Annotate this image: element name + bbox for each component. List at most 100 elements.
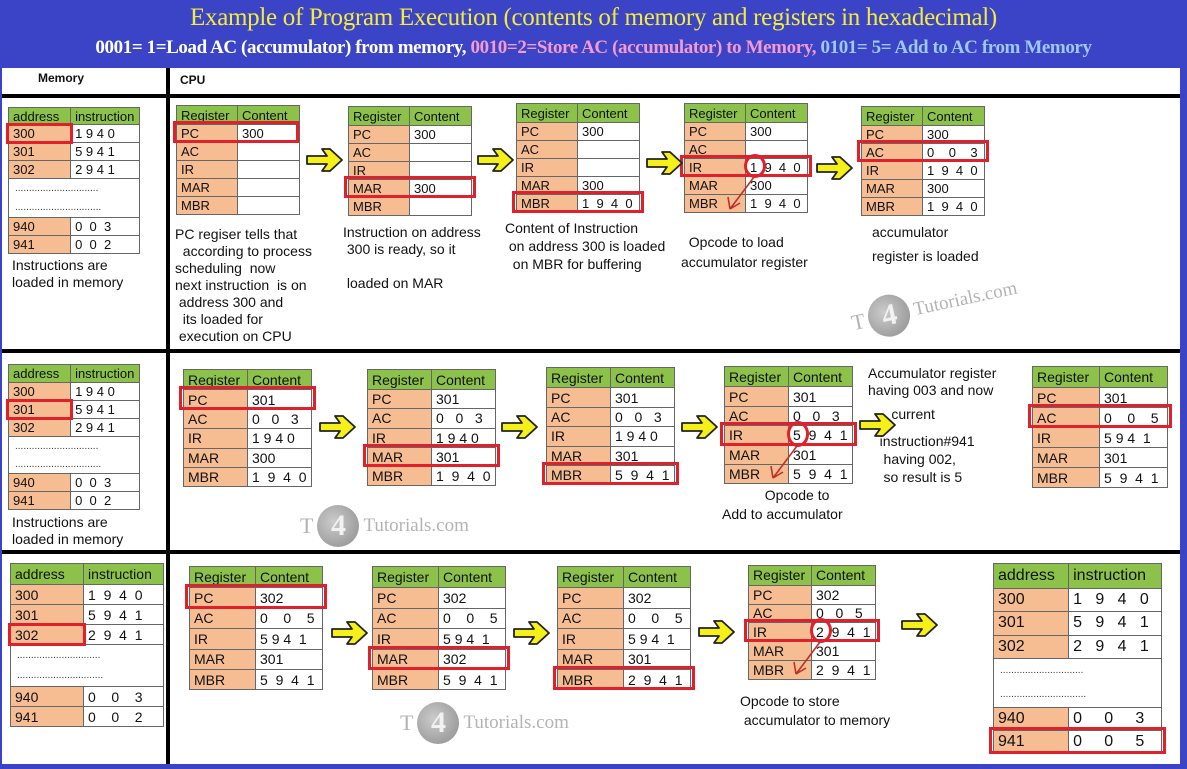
instruction-cell: 5 9 4 1 xyxy=(75,402,115,417)
register-name: MAR xyxy=(349,180,411,197)
register-name: MAR xyxy=(373,649,440,669)
address-cell: 301 xyxy=(994,612,1070,635)
column-header: instruction xyxy=(84,564,163,584)
memory-header-row: address instruction xyxy=(994,564,1161,588)
register-table: Register Content PC 302 AC 0 0 5 IR 5 9 4 1 MAR 3… xyxy=(557,566,691,691)
register-name: PC xyxy=(349,126,411,143)
register-content xyxy=(410,198,471,215)
register-row: MBR 1 9 4 0 xyxy=(685,194,807,212)
register-name: AC xyxy=(685,141,747,158)
instruction-cell: 0 0 2 xyxy=(75,237,112,252)
register-name: IR xyxy=(349,162,411,179)
column-header: Register xyxy=(1033,367,1101,387)
register-content: 300 xyxy=(927,181,949,196)
ellipsis-line: ............................... xyxy=(1000,689,1087,701)
result-note: Accumulator register xyxy=(868,365,997,381)
memory-caption: Instructions are xyxy=(12,514,108,530)
diagram-title: Example of Program Execution (contents o… xyxy=(190,4,997,31)
register-content: 5 9 4 1 xyxy=(615,467,670,484)
register-content: 301 xyxy=(436,391,460,408)
column-header: Register xyxy=(749,566,813,585)
register-table: Register Content PC 300 AC 0 0 3 IR 1 9 4 0 MAR 3… xyxy=(861,106,985,216)
register-content: 301 xyxy=(615,447,639,464)
address-cell: 940 xyxy=(11,687,85,706)
register-content: 300 xyxy=(414,181,436,196)
memory-row: 940 0 0 3 xyxy=(9,217,139,235)
register-content xyxy=(238,197,299,214)
column-header: Content xyxy=(238,106,299,124)
address-cell: 300 xyxy=(9,125,72,142)
memory-ellipsis: ........................................… xyxy=(11,644,163,686)
logo-text: Tutorials.com xyxy=(463,712,569,733)
register-row: IR 1 9 4 0 xyxy=(685,158,807,176)
register-content: 302 xyxy=(816,586,840,603)
register-name: MBR xyxy=(184,467,248,487)
memory-row: 300 1 9 4 0 xyxy=(994,588,1161,612)
register-row: MBR xyxy=(349,197,471,215)
next-step-arrow-icon xyxy=(859,413,896,437)
next-step-arrow-icon xyxy=(319,415,356,439)
column-header: Register xyxy=(373,567,440,588)
register-name: AC xyxy=(1033,408,1101,427)
register-row: MBR 1 9 4 0 xyxy=(517,194,639,212)
register-name: MBR xyxy=(725,464,789,484)
column-header: Content xyxy=(812,566,875,585)
register-row: MAR 301 xyxy=(749,641,875,660)
column-header: Register xyxy=(547,368,611,388)
register-name: MAR xyxy=(177,179,239,196)
register-content: 301 xyxy=(1104,449,1128,466)
step-caption: scheduling now xyxy=(175,260,276,276)
step-caption: next instruction is on xyxy=(175,277,307,293)
memory-row: 300 1 9 4 0 xyxy=(11,584,163,604)
next-step-arrow-icon xyxy=(477,148,514,172)
column-header: Content xyxy=(789,367,852,387)
register-row: PC 302 xyxy=(190,587,322,608)
register-name: IR xyxy=(177,161,239,178)
register-row: PC 300 xyxy=(517,122,639,140)
register-name: AC xyxy=(190,608,257,629)
register-row: MBR 2 9 4 1 xyxy=(558,668,690,690)
row-divider xyxy=(2,94,1180,98)
address-cell: 301 xyxy=(9,143,72,160)
column-header: Register xyxy=(558,567,625,588)
result-memory-table: address instruction 300 1 9 4 0 301 5 9 4 1 30… xyxy=(993,563,1162,755)
register-row: MAR 300 xyxy=(184,447,311,467)
register-content: 301 xyxy=(1104,389,1128,406)
legend-add: 0101= 5= Add to AC from Memory xyxy=(820,37,1092,58)
register-header-row: Register Content xyxy=(725,367,852,387)
next-step-arrow-icon xyxy=(513,621,550,645)
column-header: Register xyxy=(725,367,789,387)
logo-4: 4 xyxy=(417,702,460,744)
step-caption: Instruction on address xyxy=(343,224,481,240)
ellipsis-line: .............................. xyxy=(1000,665,1084,677)
address-cell: 941 xyxy=(9,492,72,509)
register-row: AC xyxy=(685,140,807,158)
instruction-cell: 5 9 4 1 xyxy=(75,144,115,159)
register-name: PC xyxy=(177,125,239,142)
column-header: Content xyxy=(624,567,690,588)
register-row: AC 0 0 3 xyxy=(184,408,311,429)
register-name: AC xyxy=(177,143,239,160)
instruction-cell: 2 9 4 1 xyxy=(88,626,143,643)
register-header-row: Register Content xyxy=(517,104,639,122)
register-table: Register Content PC 300 AC IR MAR 300 MBR xyxy=(348,106,472,216)
register-row: MBR 1 9 4 0 xyxy=(368,465,495,486)
logo-text: Tutorials.com xyxy=(363,515,469,536)
register-content: 1 9 4 0 xyxy=(615,428,658,445)
instruction-cell: 2 9 4 1 xyxy=(1073,637,1149,655)
register-row: IR 5 9 4 1 xyxy=(1033,427,1167,447)
column-header: address xyxy=(9,365,72,382)
address-cell: 940 xyxy=(9,474,72,491)
memory-row: 941 0 0 2 xyxy=(9,491,139,509)
register-row: PC 301 xyxy=(368,389,495,409)
register-row: PC 300 xyxy=(349,125,471,143)
register-content: 300 xyxy=(750,178,772,193)
step-caption: PC regiser tells that xyxy=(175,226,298,242)
register-name: MAR xyxy=(749,642,813,660)
memory-ellipsis: ........................................… xyxy=(9,178,139,217)
step-caption: register is loaded xyxy=(872,248,979,264)
column-header: instruction xyxy=(71,365,139,382)
register-name: PC xyxy=(368,390,432,409)
column-header: Register xyxy=(517,104,579,122)
register-name: IR xyxy=(685,159,747,176)
